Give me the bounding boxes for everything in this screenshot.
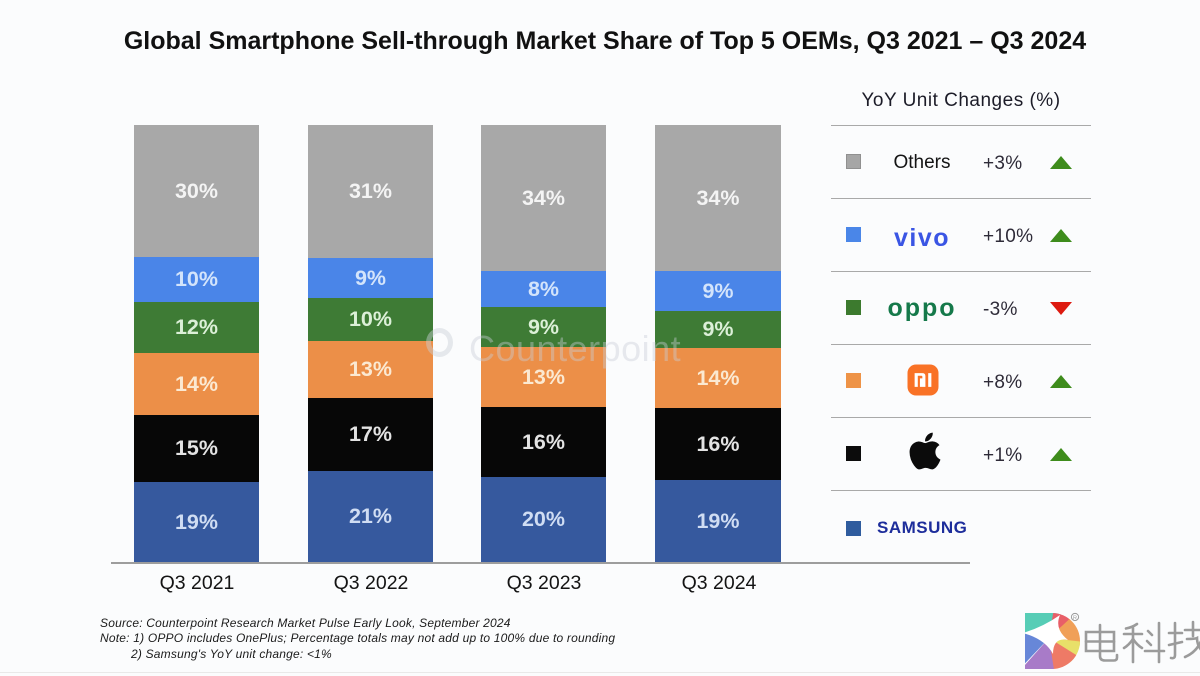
svg-text:R: R [1073,615,1077,621]
